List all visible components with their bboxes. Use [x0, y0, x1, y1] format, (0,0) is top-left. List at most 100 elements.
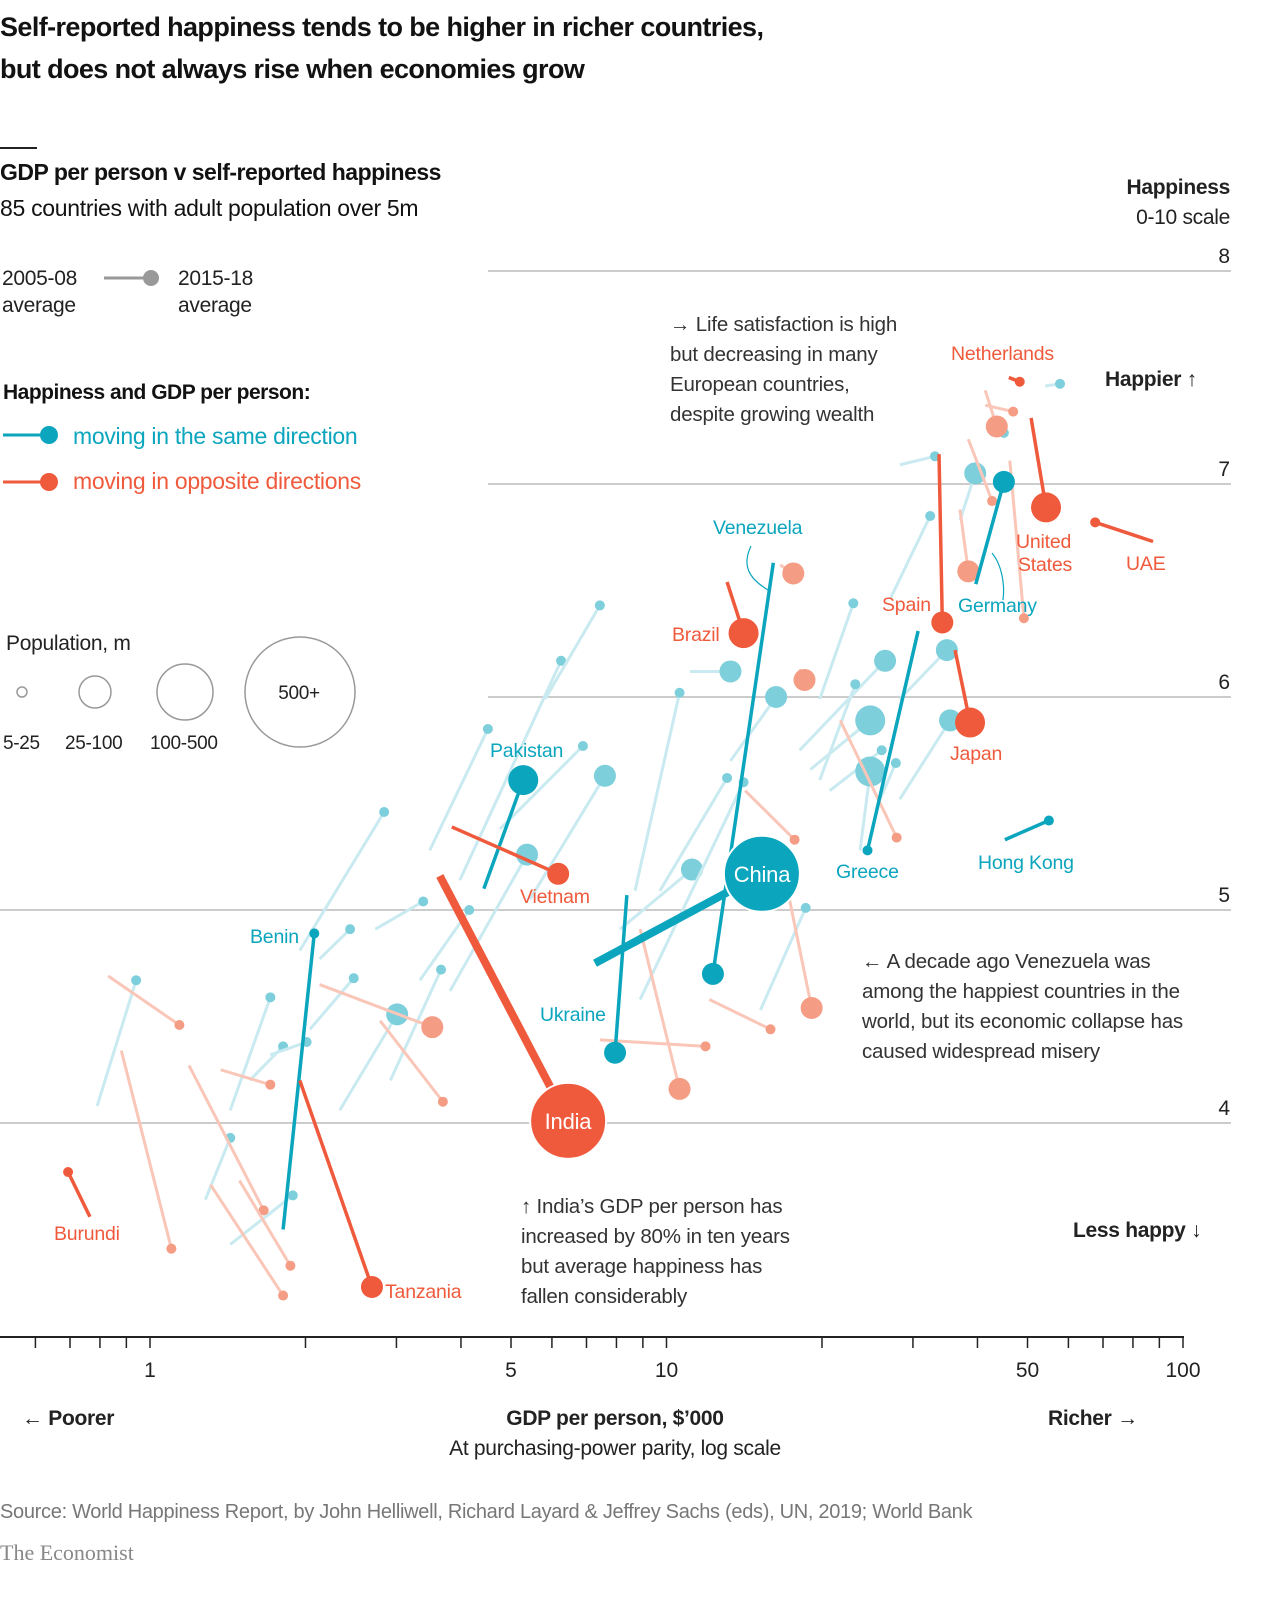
country-trajectory-line: [95, 979, 138, 1107]
country-trajectory-line: [543, 604, 602, 700]
label-china: China: [734, 862, 791, 887]
country-trajectory-line: [818, 602, 855, 700]
tanzania-dot: [360, 1276, 383, 1299]
country-2015-18-dot: [418, 896, 429, 907]
country-trajectory-line: [220, 1068, 271, 1087]
uae-trajectory-line: [1094, 520, 1154, 544]
country-trajectory-line: [759, 907, 808, 1011]
country-2015-18-dot: [765, 1024, 776, 1035]
annotation-line: despite growing wealth: [670, 403, 874, 426]
country-trajectory-line: [498, 744, 585, 831]
hong-kong-trajectory-line: [1004, 818, 1050, 842]
country-2015-18-dot: [556, 655, 567, 666]
country-2015-18-dot: [789, 834, 800, 845]
happier-label: Happier ↑: [1105, 368, 1197, 391]
country-2015-18-dot: [765, 686, 788, 708]
country-2015-18-dot: [987, 496, 998, 507]
country-2015-18-dot: [131, 975, 142, 986]
country-2015-18-dot: [668, 1077, 691, 1100]
country-2015-18-dot: [680, 858, 703, 881]
country-trajectory-line: [228, 996, 272, 1111]
y-axis-title: Happiness: [1127, 176, 1231, 199]
label-greece: Greece: [836, 861, 899, 883]
annotation-line: world, but its economic collapse has: [861, 1010, 1183, 1033]
india-trajectory-line: [436, 874, 572, 1123]
country-trajectory-line: [448, 853, 529, 992]
country-2015-18-dot: [800, 996, 823, 1019]
country-trajectory-line: [298, 811, 386, 952]
legend-opposite-label: moving in opposite directions: [73, 468, 361, 494]
country-2015-18-dot: [174, 1020, 185, 1031]
label-brazil: Brazil: [672, 624, 720, 646]
legend-period-dot: [143, 270, 159, 286]
x-axis-subtitle: At purchasing-power parity, log scale: [449, 1437, 781, 1460]
country-2015-18-dot: [700, 1041, 711, 1052]
legend-size-25-100: [78, 675, 112, 709]
legend-same-label: moving in the same direction: [73, 423, 357, 449]
annotation-venezuela: ← A decade ago Venezuela was among the h…: [861, 950, 1183, 1063]
label-vietnam: Vietnam: [520, 886, 590, 908]
germany-dot: [992, 470, 1015, 493]
annotation-line: among the happiest countries in the: [862, 980, 1180, 1003]
annotation-line: but decreasing in many: [670, 343, 879, 366]
country-2015-18-dot: [891, 832, 902, 843]
pakistan-trajectory-line: [482, 779, 525, 890]
country-marks-labelled: [63, 375, 1154, 1299]
vietnam-dot: [547, 862, 570, 885]
uae-dot: [1090, 517, 1101, 528]
legend-start-period-sub: average: [2, 294, 76, 317]
country-2015-18-dot: [793, 668, 816, 691]
label-venezuela: Venezuela: [713, 517, 803, 539]
country-2015-18-dot: [1008, 406, 1019, 417]
country-trajectory-line: [787, 899, 814, 1009]
country-2015-18-dot: [874, 649, 897, 672]
chart-subtitle: 85 countries with adult population over …: [0, 195, 418, 221]
annotation-line: ↑ India’s GDP per person has: [521, 1195, 782, 1218]
country-trajectory-line: [428, 728, 490, 852]
country-2015-18-dot: [577, 740, 588, 751]
burundi-dot: [63, 1166, 74, 1177]
label-spain: Spain: [882, 594, 931, 616]
country-2015-18-dot: [379, 807, 390, 818]
ukraine-trajectory-line: [613, 894, 629, 1053]
country-trajectory-line: [899, 454, 936, 467]
legend-same-dot: [40, 426, 58, 444]
country-trajectory-line: [798, 659, 887, 752]
legend-size-label: 5-25: [3, 733, 40, 754]
benin-dot: [309, 928, 320, 939]
country-trajectory-line: [966, 438, 994, 502]
label-us-line-1: United: [1016, 531, 1071, 553]
united-states-trajectory-line: [1029, 417, 1048, 508]
country-2015-18-dot: [345, 924, 356, 935]
brazil-dot: [728, 618, 759, 649]
label-pakistan: Pakistan: [490, 740, 563, 762]
country-trajectory-line: [888, 515, 932, 600]
x-tick-label: 50: [1016, 1359, 1039, 1382]
legend-population-title: Population, m: [6, 632, 131, 655]
country-trajectory-line: [338, 1013, 399, 1111]
ukraine-dot: [604, 1041, 627, 1064]
country-2015-18-dot: [782, 562, 805, 585]
country-trajectory-line: [638, 928, 682, 1090]
country-trajectory-line: [658, 777, 729, 892]
country-2015-18-dot: [957, 560, 980, 583]
country-2015-18-dot: [166, 1243, 177, 1254]
annotation-line: European countries,: [670, 373, 850, 396]
country-trajectory-line: [818, 683, 857, 781]
germany-leader-line: [991, 552, 1005, 601]
country-trajectory-line: [878, 762, 898, 800]
country-trajectory-line: [119, 1050, 173, 1250]
y-tick-label: 8: [1218, 245, 1230, 268]
label-tanzania: Tanzania: [385, 1281, 462, 1303]
label-united-states: United States: [1016, 531, 1073, 576]
country-trajectory-line: [389, 969, 443, 1082]
china-dot: [722, 834, 801, 913]
country-2015-18-dot: [258, 1205, 269, 1216]
label-japan: Japan: [950, 743, 1002, 765]
y-tick-label: 4: [1218, 1097, 1230, 1120]
netherlands-dot: [1014, 376, 1025, 387]
spain-trajectory-line: [937, 454, 945, 623]
legend-direction-title: Happiness and GDP per person:: [3, 381, 310, 404]
country-trajectory-line: [107, 974, 181, 1027]
